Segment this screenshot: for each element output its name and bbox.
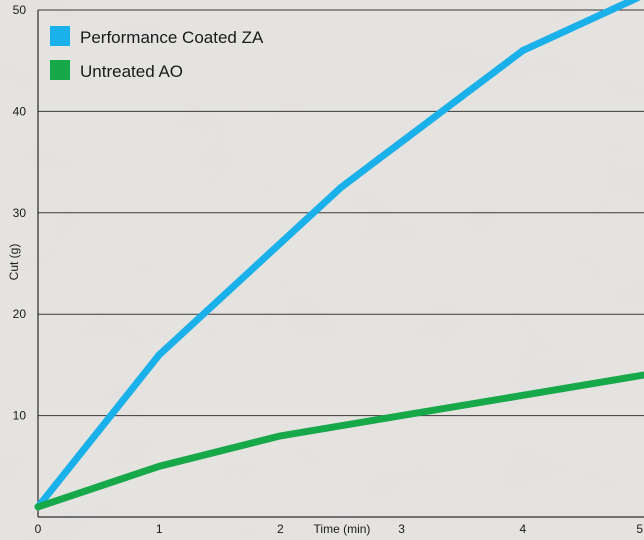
x-tick-label: 3: [398, 522, 405, 536]
series-line-untreated-ao: [34, 371, 644, 511]
legend-swatch: [50, 26, 70, 46]
axes: [37, 10, 644, 518]
y-tick-label: 50: [13, 3, 27, 17]
y-tick-label: 30: [13, 206, 27, 220]
x-tick-label: 4: [519, 522, 526, 536]
legend-label: Performance Coated ZA: [80, 28, 264, 47]
x-tick-label: 5: [636, 522, 643, 536]
legend-item-untreated-ao: Untreated AO: [50, 60, 183, 81]
legend-label: Untreated AO: [80, 62, 183, 81]
legend-item-performance-coated-za: Performance Coated ZA: [50, 26, 264, 47]
series-line-performance-coated-za: [34, 0, 642, 511]
y-tick-label: 10: [13, 409, 27, 423]
x-axis-label: Time (min): [314, 522, 371, 536]
series-lines: [34, 0, 644, 511]
gridlines: [38, 9, 644, 417]
legend-swatch: [50, 60, 70, 80]
tick-labels: 10 20 30 40 50 0 1 2 3 4 5: [13, 3, 644, 536]
y-tick-label: 40: [13, 104, 27, 118]
x-tick-label: 1: [156, 522, 163, 536]
x-tick-label: 0: [35, 522, 42, 536]
y-axis-label: Cut (g): [7, 244, 21, 281]
x-tick-label: 2: [277, 522, 284, 536]
legend: Performance Coated ZA Untreated AO: [50, 26, 264, 81]
y-tick-label: 20: [13, 307, 27, 321]
